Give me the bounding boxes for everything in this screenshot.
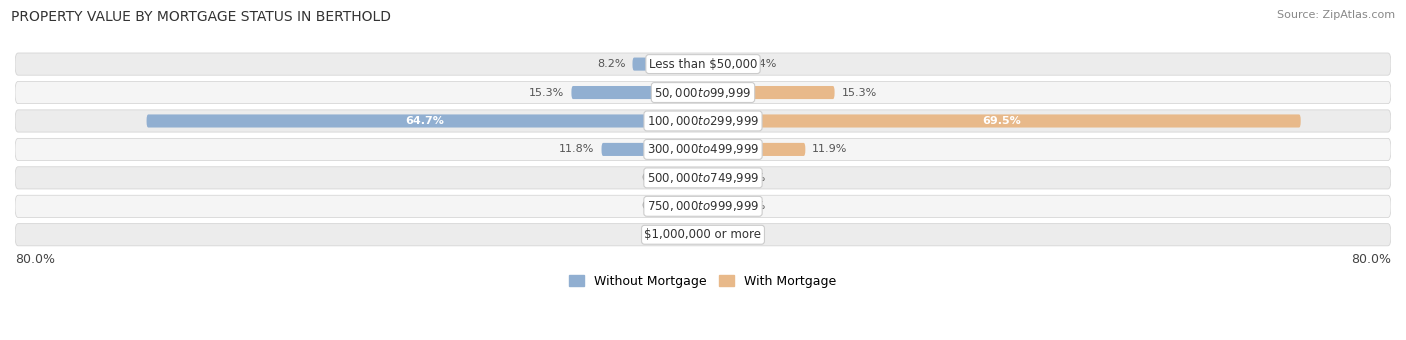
Text: 15.3%: 15.3% xyxy=(841,87,877,98)
Text: $500,000 to $749,999: $500,000 to $749,999 xyxy=(647,171,759,185)
FancyBboxPatch shape xyxy=(15,224,1391,246)
Legend: Without Mortgage, With Mortgage: Without Mortgage, With Mortgage xyxy=(564,270,842,293)
Text: 0.0%: 0.0% xyxy=(737,230,765,240)
FancyBboxPatch shape xyxy=(703,143,806,156)
FancyBboxPatch shape xyxy=(146,115,703,128)
FancyBboxPatch shape xyxy=(15,138,1391,160)
Text: $100,000 to $299,999: $100,000 to $299,999 xyxy=(647,114,759,128)
FancyBboxPatch shape xyxy=(15,53,1391,75)
Text: 80.0%: 80.0% xyxy=(15,253,55,266)
Text: 8.2%: 8.2% xyxy=(598,59,626,69)
FancyBboxPatch shape xyxy=(676,228,703,241)
Text: Source: ZipAtlas.com: Source: ZipAtlas.com xyxy=(1277,10,1395,20)
Text: 80.0%: 80.0% xyxy=(1351,253,1391,266)
FancyBboxPatch shape xyxy=(676,200,703,213)
Text: 0.0%: 0.0% xyxy=(641,230,669,240)
Text: 0.0%: 0.0% xyxy=(737,201,765,211)
Text: PROPERTY VALUE BY MORTGAGE STATUS IN BERTHOLD: PROPERTY VALUE BY MORTGAGE STATUS IN BER… xyxy=(11,10,391,24)
FancyBboxPatch shape xyxy=(703,86,835,99)
Text: 0.0%: 0.0% xyxy=(737,173,765,183)
Text: 11.9%: 11.9% xyxy=(813,144,848,154)
FancyBboxPatch shape xyxy=(703,57,742,71)
FancyBboxPatch shape xyxy=(571,86,703,99)
FancyBboxPatch shape xyxy=(15,82,1391,104)
Text: 3.4%: 3.4% xyxy=(748,59,778,69)
Text: $750,000 to $999,999: $750,000 to $999,999 xyxy=(647,199,759,213)
FancyBboxPatch shape xyxy=(676,171,703,184)
Text: 69.5%: 69.5% xyxy=(983,116,1021,126)
Text: 11.8%: 11.8% xyxy=(560,144,595,154)
Text: $1,000,000 or more: $1,000,000 or more xyxy=(644,228,762,241)
Text: 15.3%: 15.3% xyxy=(529,87,565,98)
FancyBboxPatch shape xyxy=(15,195,1391,217)
FancyBboxPatch shape xyxy=(703,228,730,241)
Text: 0.0%: 0.0% xyxy=(641,173,669,183)
FancyBboxPatch shape xyxy=(703,171,730,184)
FancyBboxPatch shape xyxy=(703,200,730,213)
FancyBboxPatch shape xyxy=(15,110,1391,132)
Text: 0.0%: 0.0% xyxy=(641,201,669,211)
Text: Less than $50,000: Less than $50,000 xyxy=(648,57,758,71)
FancyBboxPatch shape xyxy=(15,167,1391,189)
Text: $300,000 to $499,999: $300,000 to $499,999 xyxy=(647,142,759,156)
FancyBboxPatch shape xyxy=(703,115,1301,128)
Text: 64.7%: 64.7% xyxy=(405,116,444,126)
Text: $50,000 to $99,999: $50,000 to $99,999 xyxy=(654,86,752,100)
FancyBboxPatch shape xyxy=(633,57,703,71)
FancyBboxPatch shape xyxy=(602,143,703,156)
